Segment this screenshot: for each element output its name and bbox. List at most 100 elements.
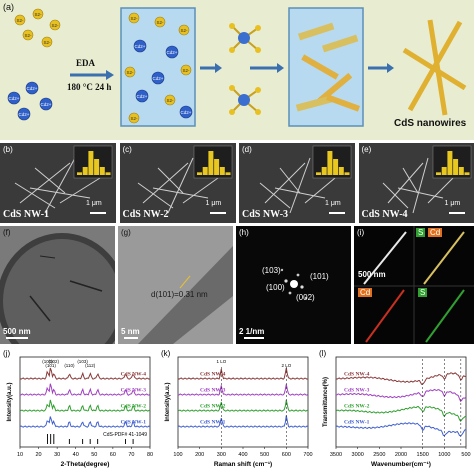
map-label-cd: Cd — [358, 288, 373, 297]
cd-ion — [39, 97, 53, 111]
scale-bar-label: 1 μm — [325, 200, 341, 207]
x-tick-label: 30 — [54, 452, 60, 458]
cd-ion — [25, 81, 39, 95]
peak-label: (110) — [64, 363, 75, 368]
series-label: CdS NW-2 — [200, 404, 226, 410]
series-label: CdS NW-3 — [200, 388, 226, 394]
panel-letter: (d) — [242, 145, 252, 154]
s-ion-label: S2- — [156, 20, 164, 25]
chart-background — [158, 347, 314, 475]
x-tick-label: 80 — [147, 452, 153, 458]
diffraction-spot-103: (103) — [262, 266, 281, 275]
peak-label: (100) — [42, 359, 53, 364]
s-ion — [178, 24, 190, 36]
histogram-bar — [458, 167, 464, 175]
s-ion — [14, 14, 26, 26]
cd-ion — [17, 107, 31, 121]
x-tick-label: 60 — [110, 452, 116, 458]
s-ion — [164, 94, 176, 106]
s-ion-label: S2- — [51, 23, 59, 28]
s-ion — [180, 64, 192, 76]
nanowire — [142, 162, 188, 204]
s-ion-label: S2- — [43, 40, 51, 45]
diffraction-spot-100: (100) — [266, 283, 285, 292]
chart-l: (l) 3500 3000 2500 2000 1500 1000 500 Wavenumber… — [316, 347, 472, 475]
panel-letter: (k) — [161, 349, 171, 358]
panel-letter: (a) — [3, 2, 14, 12]
lamellar-intermediates — [295, 22, 361, 112]
s-ion-label: S2- — [166, 98, 174, 103]
peak-label: (112) — [85, 363, 96, 368]
cd-ion-label: Cd2+ — [19, 112, 30, 117]
x-tick-label: 500 — [461, 452, 470, 458]
sem-image-c: (c) CdS NW-2 1 μm — [119, 143, 236, 223]
panel-letter: (c) — [122, 145, 132, 154]
s-ion — [124, 66, 136, 78]
s-ion-label: S2- — [130, 16, 138, 21]
x-tick-label: 500 — [260, 452, 269, 458]
scale-bar-label: 1 μm — [444, 200, 461, 207]
histogram-bar — [452, 159, 458, 175]
sem-image-e: (e) CdS NW-4 1 μm — [358, 143, 474, 223]
cd-ion-label: Cd2+ — [181, 110, 192, 115]
reference-label: CdS-PDF# 41-1049 — [103, 432, 147, 438]
x-tick-label: 100 — [173, 452, 182, 458]
tem-image-f: (f) 500 nm — [0, 226, 115, 344]
series-label: CdS NW-4 — [121, 372, 147, 378]
peak-label: (102) — [49, 359, 60, 364]
sem-image-b: (b) CdS NW-1 1 μm — [0, 143, 116, 223]
s-ion — [154, 16, 166, 28]
x-tick-label: 40 — [73, 452, 79, 458]
y-axis-label: Intensity(a.u.) — [7, 382, 13, 421]
peak-label: 2 LO — [281, 363, 291, 368]
panel-letter: (e) — [361, 145, 372, 154]
tem-row: (f) 500 nm (g) d(101)=0.31 nm 5 nm — [0, 226, 474, 344]
cd-ion-label: Cd2+ — [41, 102, 52, 107]
histogram-bar — [338, 167, 344, 175]
chart-j: (j) 10 20 30 40 50 60 70 80 2-Theta(degree) Intens… — [0, 347, 156, 475]
map-label-cd: Cd — [428, 228, 443, 237]
scale-bar-label: 5 nm — [121, 327, 140, 336]
nanowire — [427, 177, 453, 204]
nanowire — [137, 182, 173, 209]
nanowire — [157, 167, 183, 194]
s-ion — [32, 8, 44, 20]
series-label: CdS NW-1 — [344, 420, 370, 426]
sample-title: CdS NW-1 — [3, 209, 50, 220]
scheme-svg: S2- S2- S2- S2- S2- Cd2+ Cd2+ Cd2+ Cd2+ S2- S2- S2-… — [7, 7, 467, 127]
x-axis-label: Wavenumber(cm⁻¹) — [371, 461, 431, 468]
histogram-bar — [225, 172, 230, 175]
x-tick-label: 300 — [217, 452, 226, 458]
sem-svg — [14, 145, 113, 214]
diffraction-spot-002: (002) — [296, 293, 315, 302]
diffraction-spot-101: (101) — [310, 272, 329, 281]
cd-ion — [151, 71, 165, 85]
s-ion — [41, 36, 53, 48]
sample-title: CdS NW-3 — [242, 209, 289, 220]
panel-letter: (f) — [3, 228, 11, 237]
series-label: CdS NW-2 — [121, 404, 147, 410]
arrow-1 — [70, 70, 114, 80]
chart-k: (k) 100 200 300 400 500 600 700 Raman shift (cm⁻… — [158, 347, 314, 475]
histogram-bar — [82, 167, 88, 175]
nanowire — [402, 167, 418, 194]
panel-letter: (h) — [239, 228, 249, 237]
x-tick-label: 200 — [195, 452, 204, 458]
nanowire — [304, 177, 336, 204]
panel-letter: (g) — [121, 228, 131, 237]
x-tick-label: 400 — [238, 452, 247, 458]
series-line — [19, 416, 151, 428]
cd-ion — [165, 45, 179, 59]
condition-label: 180 °C 24 h — [67, 82, 112, 92]
histogram-bar — [327, 151, 333, 175]
scale-bar-label: 500 nm — [3, 327, 31, 336]
cd-ion-label: Cd2+ — [167, 50, 178, 55]
series-label: CdS NW-3 — [121, 388, 147, 394]
x-axis-label: 2-Theta(degree) — [61, 461, 110, 468]
eda-label: EDA — [76, 58, 96, 68]
scale-bar-label: 1 μm — [205, 200, 222, 207]
series-label: CdS NW-1 — [121, 420, 147, 426]
series-label: CdS NW-4 — [200, 372, 226, 378]
series-label: CdS NW-3 — [344, 388, 370, 394]
